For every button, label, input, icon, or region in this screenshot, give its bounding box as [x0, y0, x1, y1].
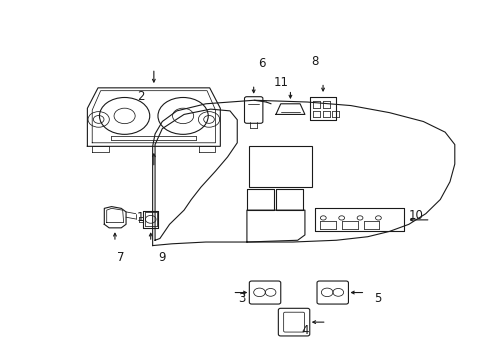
Text: 4: 4 — [301, 324, 308, 337]
Text: 9: 9 — [158, 252, 166, 265]
Text: 10: 10 — [408, 209, 423, 222]
Text: 2: 2 — [137, 90, 144, 103]
Text: 11: 11 — [273, 76, 287, 89]
Text: 5: 5 — [373, 292, 380, 305]
Text: 6: 6 — [257, 57, 264, 69]
Text: 3: 3 — [238, 292, 245, 305]
Text: 1: 1 — [137, 211, 144, 224]
Text: 8: 8 — [310, 55, 318, 68]
Text: 7: 7 — [117, 252, 125, 265]
